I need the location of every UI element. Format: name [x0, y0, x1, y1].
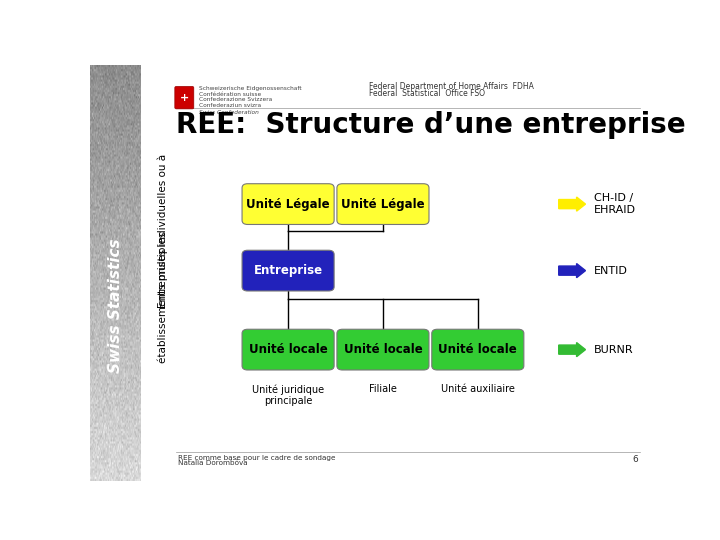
Text: Unité auxiliaire: Unité auxiliaire: [441, 384, 515, 394]
FancyArrow shape: [559, 342, 585, 357]
Text: établissements multiples: établissements multiples: [157, 232, 168, 363]
Text: Entreprises individuelles ou à: Entreprises individuelles ou à: [157, 154, 168, 308]
Text: Swiss Statistics: Swiss Statistics: [107, 239, 122, 373]
Text: Confederaziun svizra: Confederaziun svizra: [199, 103, 261, 107]
Text: CH-ID /
EHRAID: CH-ID / EHRAID: [594, 193, 636, 215]
FancyBboxPatch shape: [242, 250, 334, 291]
FancyBboxPatch shape: [242, 184, 334, 225]
Text: Federal Department of Home Affairs  FDHA: Federal Department of Home Affairs FDHA: [369, 82, 534, 91]
FancyArrow shape: [559, 197, 585, 211]
Text: Entreprise: Entreprise: [253, 264, 323, 277]
Text: Federal  Statistical  Office FSO: Federal Statistical Office FSO: [369, 89, 485, 98]
FancyBboxPatch shape: [175, 86, 194, 109]
Text: BURNR: BURNR: [594, 345, 634, 355]
Text: Schweizerische Eidgenossenschaft: Schweizerische Eidgenossenschaft: [199, 86, 302, 91]
Text: Filiale: Filiale: [369, 384, 397, 394]
Text: Confederazione Svizzera: Confederazione Svizzera: [199, 97, 272, 102]
FancyBboxPatch shape: [337, 184, 429, 225]
Text: ENTID: ENTID: [594, 266, 628, 275]
FancyBboxPatch shape: [242, 329, 334, 370]
Text: Unité locale: Unité locale: [343, 343, 423, 356]
Text: Natalia Dorombőva: Natalia Dorombőva: [178, 460, 248, 466]
Text: Unité locale: Unité locale: [438, 343, 517, 356]
FancyArrow shape: [559, 264, 585, 278]
Text: Swiss Confederation: Swiss Confederation: [199, 110, 258, 115]
Text: Unité locale: Unité locale: [248, 343, 328, 356]
Text: Unité Légale: Unité Légale: [246, 198, 330, 211]
Text: REE comme base pour le cadre de sondage: REE comme base pour le cadre de sondage: [178, 455, 336, 461]
Text: Unité Légale: Unité Légale: [341, 198, 425, 211]
Text: 6: 6: [632, 455, 638, 464]
Text: +: +: [180, 93, 189, 103]
FancyBboxPatch shape: [337, 329, 429, 370]
Text: Confédération suisse: Confédération suisse: [199, 92, 261, 97]
Text: REE:  Structure d’une entreprise: REE: Structure d’une entreprise: [176, 111, 686, 139]
Text: Unité juridique
principale: Unité juridique principale: [252, 384, 324, 406]
FancyBboxPatch shape: [432, 329, 524, 370]
